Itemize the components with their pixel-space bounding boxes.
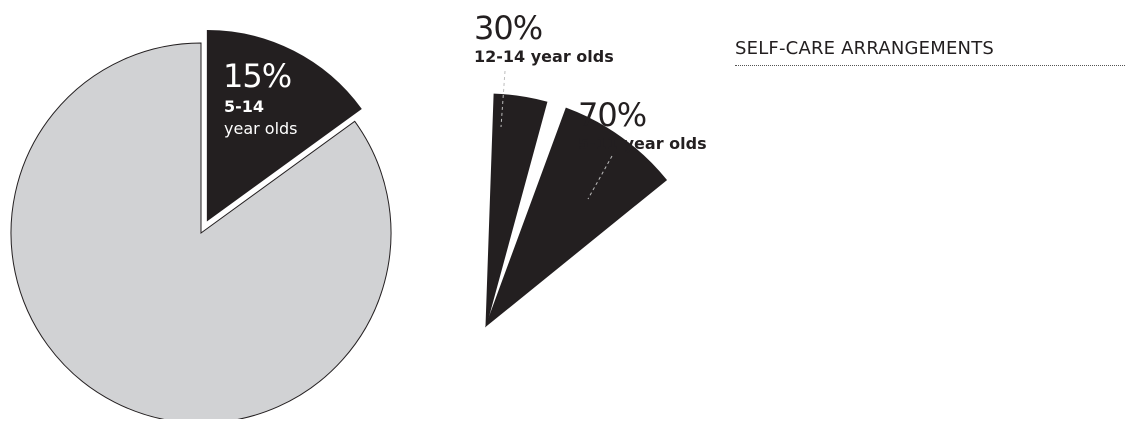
section-heading: SELF-CARE ARRANGEMENTS (735, 38, 1125, 66)
leader-line-70 (587, 155, 613, 200)
breakdown-wedges (484, 93, 668, 328)
main-slice-sublabel-line-1: 5-14 (224, 97, 264, 116)
main-pie-slice-rest (10, 42, 392, 423)
breakdown-wedge-2 (484, 107, 668, 328)
main-slice-percent-label: 15% (223, 57, 291, 95)
chart-labels: 15% 5-14 year olds 30% 12-14 year olds 7… (223, 9, 707, 200)
breakdown-wedge-1 (485, 93, 548, 327)
breakdown-slice-1-sublabel: 12-14 year olds (474, 47, 614, 66)
breakdown-slice-2-percent-label: 70% (578, 96, 646, 134)
breakdown-slice-1-percent-label: 30% (474, 9, 542, 47)
breakdown-slice-2-sublabel: 5-11 year olds (578, 134, 707, 153)
main-pie (10, 30, 392, 423)
main-slice-sublabel-line-2: year olds (224, 119, 298, 138)
main-pie-slice-highlighted (206, 30, 362, 222)
